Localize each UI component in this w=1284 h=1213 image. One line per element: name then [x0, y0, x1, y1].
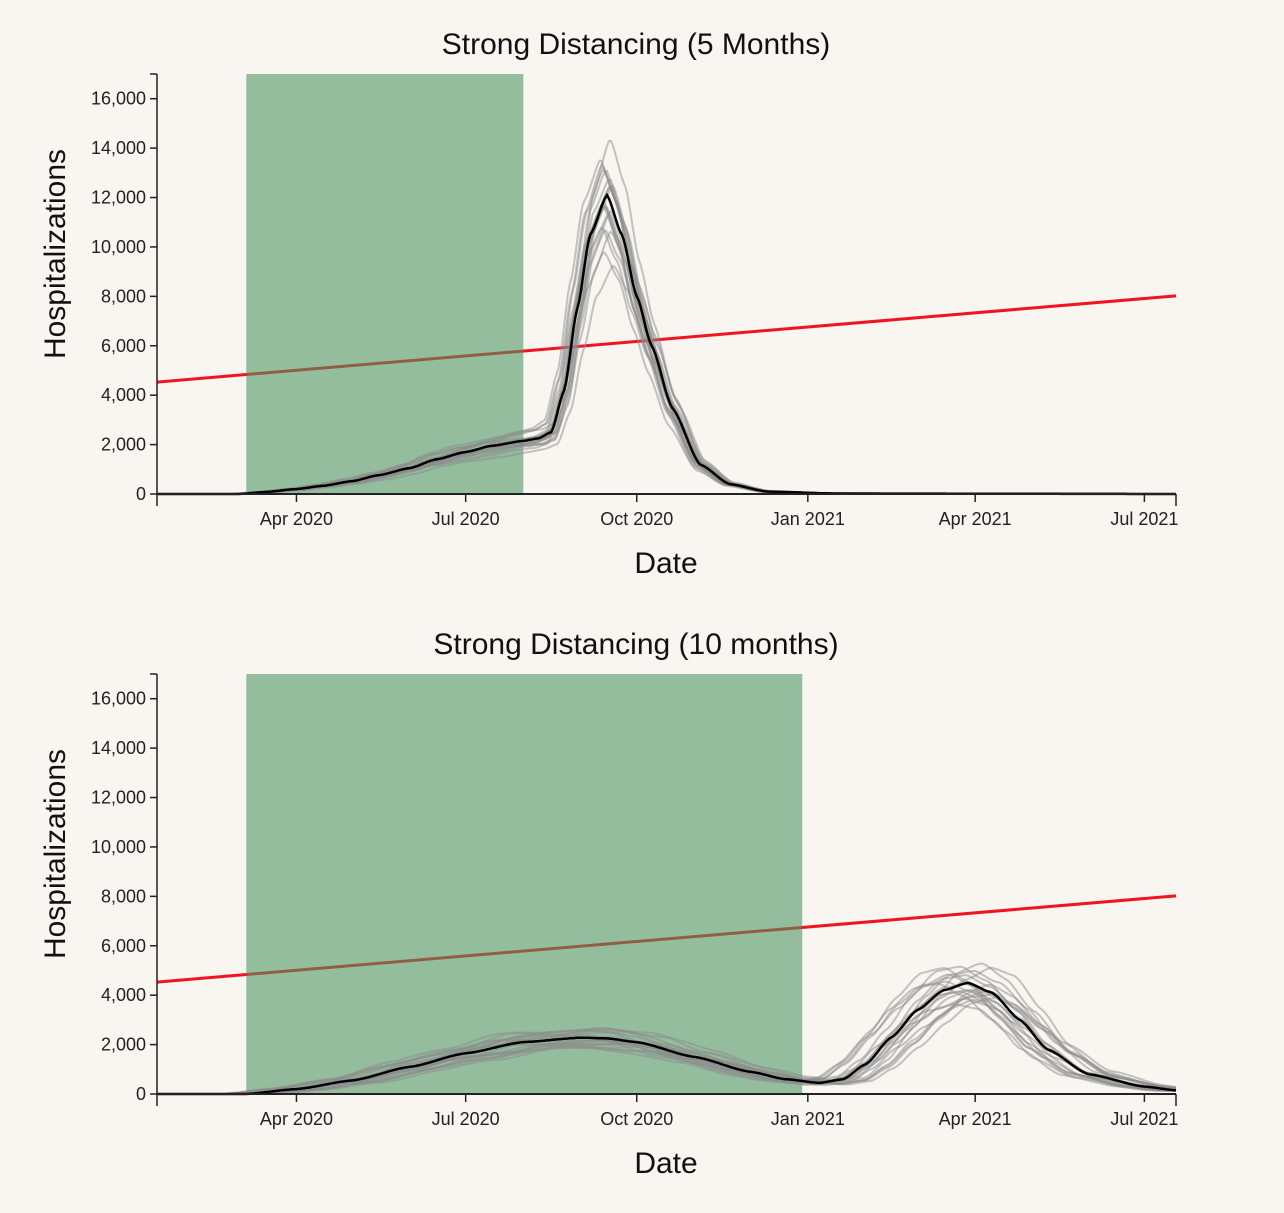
y-axis-label: Hospitalizations — [39, 749, 72, 959]
chart-title: Strong Distancing (10 months) — [433, 628, 838, 661]
intervention-period-band — [246, 74, 524, 494]
y-tick-label: 6,000 — [101, 936, 146, 956]
x-tick-label: Jul 2021 — [1110, 1109, 1178, 1129]
x-tick-label: Jul 2020 — [432, 509, 500, 529]
ensemble-line — [157, 999, 1177, 1095]
y-tick-label: 4,000 — [101, 385, 146, 405]
y-tick-label: 12,000 — [91, 188, 146, 208]
y-tick-label: 8,000 — [101, 886, 146, 906]
x-tick-label: Apr 2021 — [939, 1109, 1012, 1129]
y-tick-label: 12,000 — [91, 788, 146, 808]
x-axis-label: Date — [634, 547, 697, 580]
x-tick-label: Jul 2021 — [1110, 509, 1178, 529]
x-axis-label: Date — [634, 1147, 697, 1180]
x-tick-label: Jan 2021 — [771, 1109, 845, 1129]
x-tick-label: Oct 2020 — [600, 1109, 673, 1129]
y-tick-label: 14,000 — [91, 138, 146, 158]
ensemble-line — [157, 962, 1177, 1095]
chart-panel-1: Strong Distancing (5 Months) 0 2,000 4,000 6… — [39, 28, 1178, 580]
x-tick-label: Jul 2020 — [432, 1109, 500, 1129]
y-tick-label: 6,000 — [101, 336, 146, 356]
intervention-period-band — [246, 674, 803, 1094]
y-tick-label: 10,000 — [91, 837, 146, 857]
y-axis-label: Hospitalizations — [39, 149, 72, 359]
y-tick-label: 10,000 — [91, 237, 146, 257]
y-tick-label: 0 — [136, 484, 146, 504]
y-tick-label: 16,000 — [91, 89, 146, 109]
x-tick-label: Apr 2021 — [939, 509, 1012, 529]
y-tick-label: 2,000 — [101, 435, 146, 455]
y-tick-label: 4,000 — [101, 985, 146, 1005]
y-tick-label: 16,000 — [91, 689, 146, 709]
mean-line — [157, 981, 1177, 1096]
chart-panel-2: Strong Distancing (10 months) 0 2,000 4,000… — [39, 628, 1178, 1180]
x-tick-label: Apr 2020 — [260, 1109, 333, 1129]
chart-title: Strong Distancing (5 Months) — [442, 28, 831, 61]
y-tick-label: 8,000 — [101, 286, 146, 306]
x-tick-label: Oct 2020 — [600, 509, 673, 529]
y-tick-label: 2,000 — [101, 1035, 146, 1055]
ensemble-line — [157, 983, 1176, 1095]
ensemble-line — [157, 983, 1177, 1095]
x-tick-label: Apr 2020 — [260, 509, 333, 529]
x-tick-label: Jan 2021 — [771, 509, 845, 529]
y-tick-label: 0 — [136, 1084, 146, 1104]
y-tick-label: 14,000 — [91, 738, 146, 758]
